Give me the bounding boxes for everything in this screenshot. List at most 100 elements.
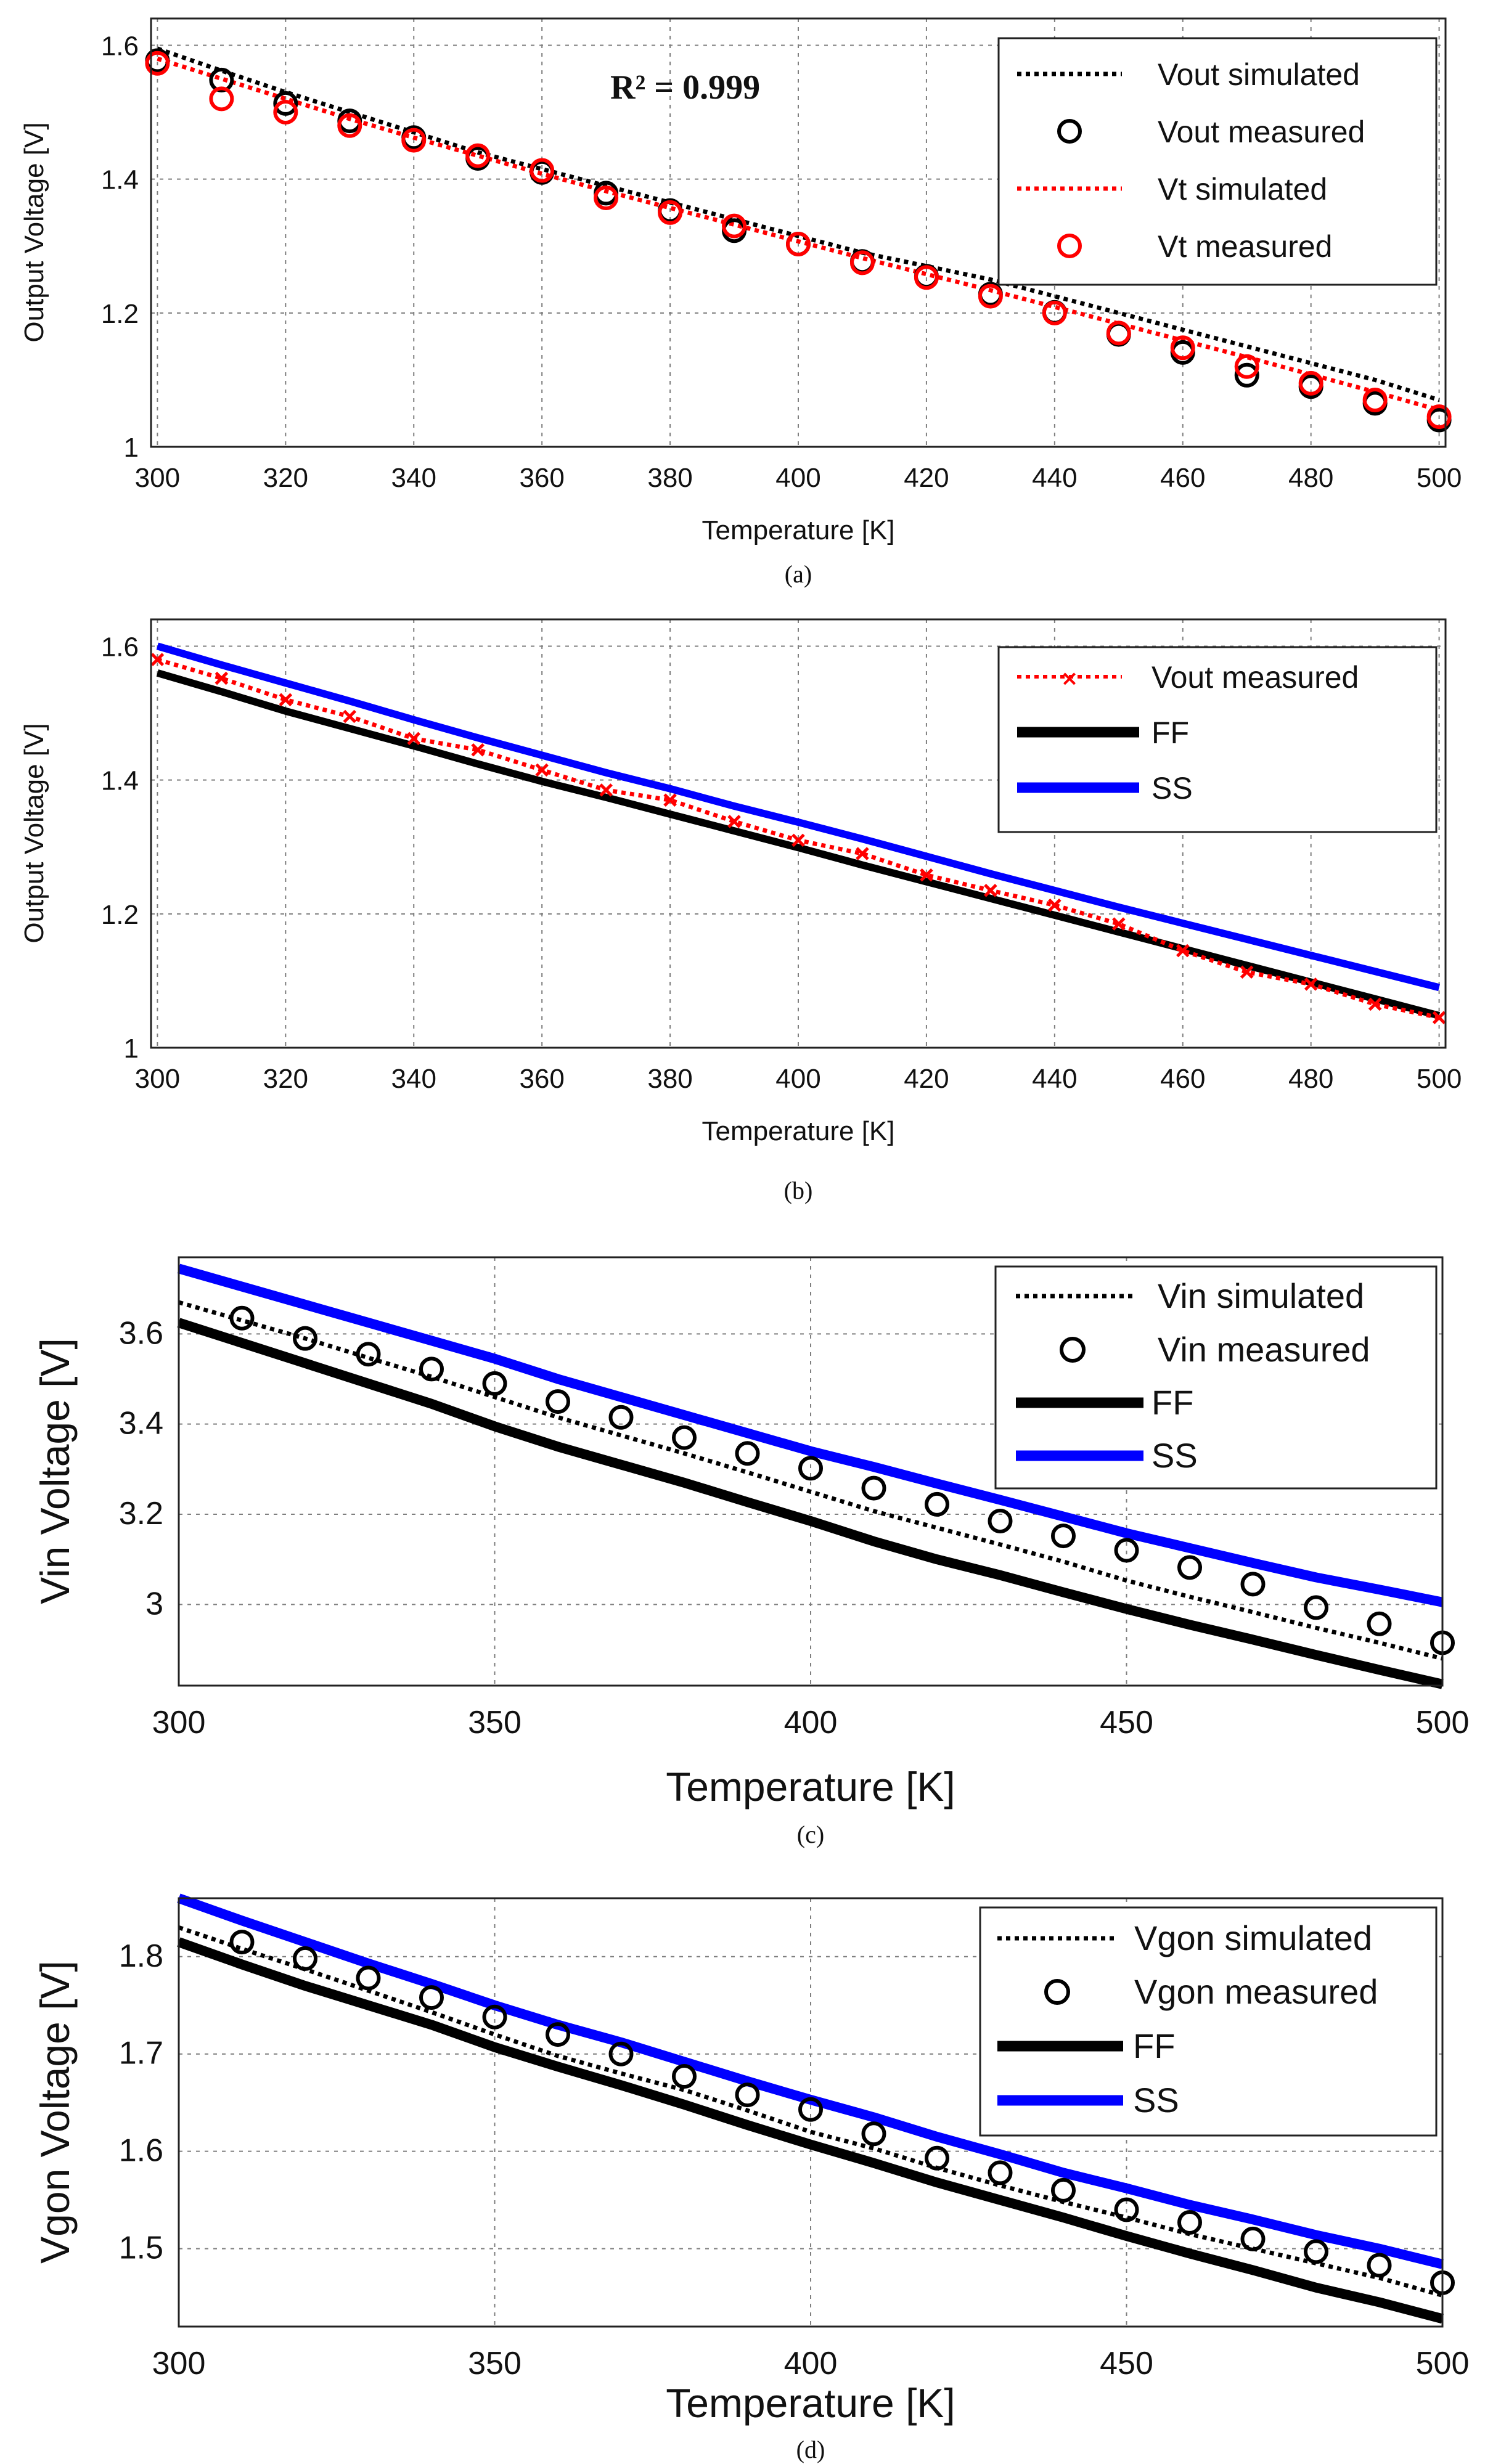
data-point-vt-measured-a [1170,335,1195,361]
ticks-a: 300 320 340 360 380 400 420 440 460 480 500 1 1.2 1.4… [101,31,1462,493]
data-point-vout-measured-b [215,671,229,685]
data-point-vgon-measured-d [608,2041,634,2066]
data-point-vt-measured-a [849,250,875,275]
data-point-vout-measured-b [1112,917,1126,931]
x-tick-label-b: 380 [647,1064,692,1094]
legend-label-ss-c: SS [1151,1436,1198,1475]
y-axis-label-c: Vin Voltage [V] [32,1338,78,1604]
x-axis-label-c: Temperature [K] [666,1764,955,1809]
data-point-vin-measured-c [988,1508,1013,1533]
chart-panel-d: 300 350 400 450 500 1.5 1.6 1.7 1.8 Temperature … [32,1893,1470,2463]
plot-frame-c [178,1256,1444,1687]
x-tick-label-a: 320 [263,463,308,493]
x-tick-label-b: 340 [391,1064,436,1094]
x-tick-label-b: 440 [1032,1064,1077,1094]
y-tick-label-a: 1 [124,433,139,463]
series-line-ss-b [156,642,1441,992]
data-point-vt-measured-a [401,128,427,153]
y-tick-label-c: 3.6 [119,1315,163,1351]
series-line-vin-simulated-c [178,1300,1443,1661]
legend-b: × Vout measured FF SS [997,646,1438,833]
x-tick-label-c: 500 [1416,1705,1470,1740]
x-tick-label-a: 300 [135,463,180,493]
caption-d: (d) [796,2436,825,2463]
legend-label-vin-measured: Vin measured [1158,1330,1370,1369]
legend-label-vt-simulated: Vt simulated [1158,172,1327,206]
chart-panel-c: 300 350 400 450 500 3 3.2 3.4 3.6 Temperature [K… [32,1256,1470,1848]
x-tick-label-c: 400 [784,1705,838,1740]
data-point-vout-measured-b [279,693,293,707]
data-point-vout-measured-b [407,732,421,746]
legend-label-vgon-measured: Vgon measured [1134,1972,1378,2011]
x-tick-label-a: 460 [1160,463,1205,493]
legend-d: Vgon simulated Vgon measured FF SS [979,1906,1438,2137]
x-tick-label-c: 300 [152,1705,206,1740]
legend-label-vout-simulated: Vout simulated [1158,57,1360,92]
data-point-vt-measured-a [1042,300,1067,325]
legend-label-ss-b: SS [1151,771,1193,806]
data-point-vt-measured-a [978,284,1003,309]
legend-label-vgon-simulated: Vgon simulated [1134,1919,1372,1957]
y-axis-label-b: Output Voltage [V] [19,723,49,943]
y-tick-label-d: 1.7 [119,2036,163,2071]
legend-label-vt-measured: Vt measured [1158,229,1332,264]
y-tick-label-b: 1.2 [101,900,139,930]
data-point-vin-measured-c [1304,1595,1328,1620]
caption-c: (c) [797,1821,824,1848]
x-tick-label-a: 440 [1032,463,1077,493]
data-point-vout-measured-b [1432,1011,1446,1024]
legend-swatch-vt-measured [1057,234,1082,258]
x-tick-label-c: 450 [1100,1705,1153,1740]
data-point-vgon-measured-d [419,1985,444,2010]
x-axis-label-b: Temperature [K] [702,1116,894,1146]
data-point-vout-measured-a [273,91,298,116]
data-point-vgon-measured-d [735,2083,760,2108]
chart-panel-b: 300 320 340 360 380 400 420 440 460 480 500 1 1.2 1.4… [19,618,1462,1204]
data-point-vout-measured-b [150,653,165,666]
x-tick-label-a: 480 [1288,463,1333,493]
series-line-ff-b [156,669,1441,1019]
data-point-vgon-measured-d [1304,2239,1328,2264]
data-point-vout-measured-b [791,833,805,847]
data-point-vt-measured-a [1234,354,1259,379]
data-point-vgon-measured-d [1367,2253,1392,2278]
legend-marker-x-b: × [1061,666,1079,691]
data-point-vt-measured-a [1106,320,1131,346]
data-point-vt-measured-a [145,51,170,76]
data-point-vt-measured-a [594,186,619,211]
data-point-vout-measured-b [343,709,357,724]
data-point-vt-measured-a [658,200,683,225]
data-point-vt-measured-a [722,213,747,239]
data-point-vt-measured-a [1298,370,1323,396]
x-tick-label-b: 300 [135,1064,180,1094]
x-tick-label-d: 500 [1416,2346,1470,2381]
legend-label-vin-simulated: Vin simulated [1158,1276,1364,1315]
series-line-vgon-simulated-d [178,1925,1443,2298]
x-tick-label-a: 360 [519,463,564,493]
y-tick-label-d: 1.6 [119,2133,163,2169]
y-tick-label-a: 1.4 [101,165,139,195]
y-tick-label-c: 3.2 [119,1496,163,1532]
data-point-vin-measured-c [861,1475,886,1501]
y-tick-label-a: 1.6 [101,31,139,61]
data-point-vt-measured-a [786,231,811,256]
plot-frame-a [150,17,1447,448]
data-point-vt-measured-a [465,143,491,168]
x-tick-label-d: 400 [784,2346,838,2381]
y-tick-label-b: 1 [124,1034,139,1064]
data-point-vin-measured-c [1240,1572,1266,1597]
data-point-vin-measured-c [546,1389,570,1414]
data-point-vout-measured-b [663,793,677,807]
r-squared-annotation: R² = 0.999 [610,68,760,107]
data-point-vgon-measured-d [1114,2197,1139,2222]
legend-swatch-vin-measured [1060,1337,1086,1363]
ticks-d: 300 350 400 450 500 1.5 1.6 1.7 1.8 [119,1938,1470,2381]
legend-a: Vout simulated Vout measured Vt simulate… [997,37,1438,286]
data-point-vt-measured-a [1426,404,1452,430]
x-tick-label-c: 350 [468,1705,522,1740]
legend-label-ff-d: FF [1133,2026,1175,2065]
data-point-vout-measured-b [1048,898,1061,912]
x-tick-label-d: 450 [1100,2346,1153,2381]
plot-frame-b [150,618,1447,1049]
plot-frame-d [178,1897,1444,2328]
